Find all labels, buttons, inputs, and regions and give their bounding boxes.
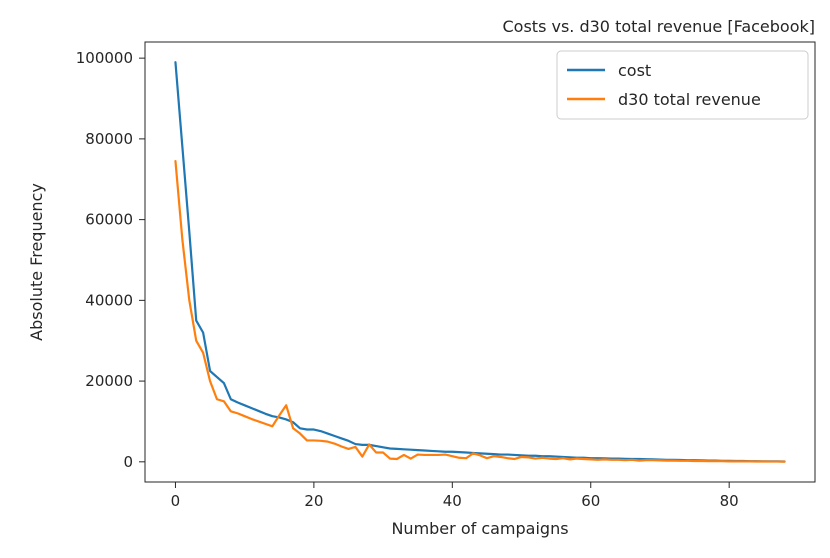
legend-label-cost: cost: [618, 61, 651, 80]
y-axis-ticks: 0 20000 40000 60000 80000 100000: [76, 49, 145, 471]
x-tick-label: 0: [171, 492, 181, 510]
y-tick-label: 80000: [85, 130, 133, 148]
y-tick-label: 20000: [85, 372, 133, 390]
chart-legend: cost d30 total revenue: [556, 50, 809, 120]
y-tick-label: 100000: [76, 49, 133, 67]
chart-title: Costs vs. d30 total revenue [Facebook]: [503, 17, 816, 36]
series-line-d30-total-revenue: [174, 159, 786, 463]
x-tick-label: 20: [304, 492, 323, 510]
x-axis-title: Number of campaigns: [391, 519, 568, 538]
x-tick-label: 60: [581, 492, 600, 510]
y-axis-title: Absolute Frequency: [27, 183, 46, 341]
y-tick-label: 60000: [85, 211, 133, 229]
y-tick-label: 0: [123, 453, 133, 471]
x-tick-label: 80: [720, 492, 739, 510]
x-tick-label: 40: [443, 492, 462, 510]
x-axis-ticks: 0 20 40 60 80: [171, 482, 739, 510]
legend-label-d30-total-revenue: d30 total revenue: [618, 90, 761, 109]
legend-box: [556, 50, 809, 120]
plot-frame: [144, 41, 816, 483]
plot-lines: [174, 61, 786, 463]
y-tick-label: 40000: [85, 291, 133, 309]
